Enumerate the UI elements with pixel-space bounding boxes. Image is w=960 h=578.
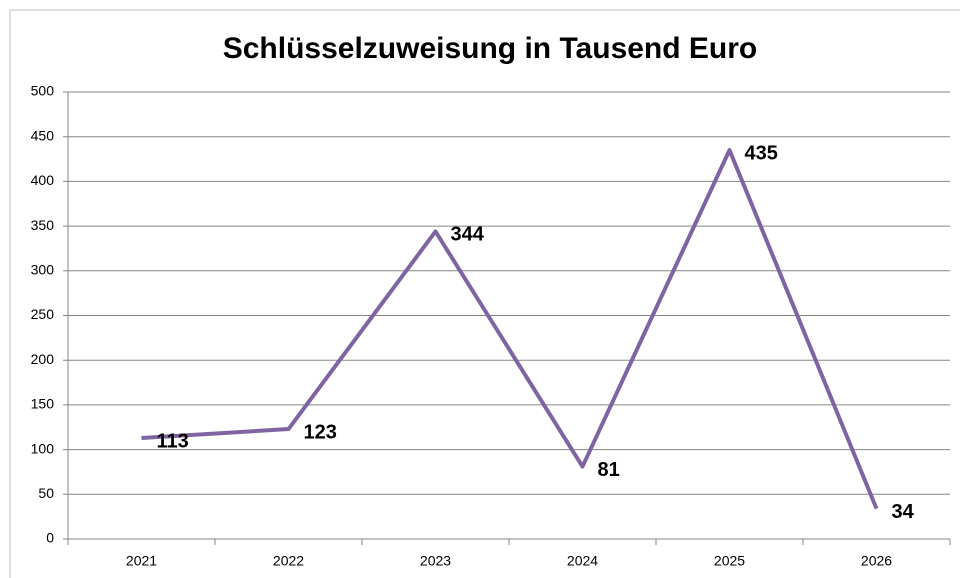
y-tick-label: 200 (31, 351, 55, 367)
data-label: 81 (598, 459, 620, 481)
y-tick-label: 350 (31, 217, 55, 233)
x-tick-label: 2024 (567, 553, 598, 569)
data-label: 435 (745, 142, 778, 164)
y-tick-label: 300 (31, 262, 55, 278)
y-tick-label: 250 (31, 306, 55, 322)
x-tick-label: 2022 (273, 553, 304, 569)
y-tick-label: 100 (31, 440, 55, 456)
x-tick-label: 2025 (714, 553, 745, 569)
line-series (141, 148, 879, 510)
y-tick-label: 150 (31, 396, 55, 412)
data-label: 344 (451, 224, 485, 246)
x-tick-label: 2023 (420, 553, 451, 569)
y-tick-label: 500 (31, 83, 55, 99)
x-tick-label: 2026 (861, 553, 892, 569)
y-tick-label: 450 (31, 127, 55, 143)
data-label: 34 (892, 501, 915, 523)
chart-title: Schlüsselzuweisung in Tausend Euro (223, 32, 758, 65)
y-tick-label: 400 (31, 172, 55, 188)
y-tick-label: 50 (38, 485, 54, 501)
data-label: 113 (157, 430, 189, 452)
chart-frame (9, 9, 960, 578)
y-tick-label: 0 (46, 530, 54, 546)
data-label: 123 (304, 421, 337, 443)
x-tick-label: 2021 (126, 553, 157, 569)
